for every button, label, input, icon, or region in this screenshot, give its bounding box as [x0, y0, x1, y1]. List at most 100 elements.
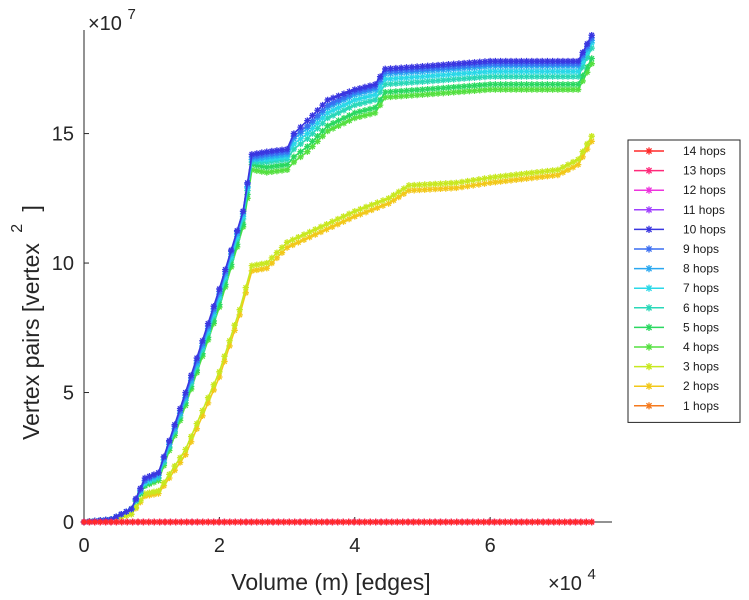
data-point: [268, 259, 276, 267]
data-point: [559, 86, 567, 93]
data-point: [440, 89, 447, 97]
data-point: [476, 69, 483, 76]
data-point: [248, 262, 256, 269]
data-point: [351, 101, 358, 109]
data-point: [544, 81, 551, 88]
data-point: [564, 161, 572, 168]
y-axis-exponent: ×10 7: [88, 6, 136, 35]
data-point: [559, 169, 567, 176]
data-point: [544, 86, 551, 93]
data-point: [486, 81, 494, 88]
data-point: [502, 172, 509, 180]
data-point: [258, 265, 266, 273]
data-point: [397, 87, 405, 95]
data-point: [171, 467, 178, 474]
data-point: [346, 112, 353, 119]
legend-label: 9 hops: [683, 242, 719, 256]
data-point: [345, 215, 353, 223]
data-point: [304, 117, 311, 124]
data-point: [258, 163, 266, 170]
data-point: [442, 185, 449, 192]
data-point: [368, 201, 375, 208]
data-point: [403, 74, 410, 81]
data-point: [236, 306, 243, 313]
data-point: [442, 180, 449, 187]
data-point: [309, 117, 316, 124]
data-point: [426, 518, 433, 526]
data-point: [413, 91, 421, 99]
data-point: [236, 311, 243, 319]
data-point: [579, 49, 586, 56]
data-point: [445, 76, 452, 83]
data-point: [226, 518, 234, 526]
data-point: [549, 73, 556, 80]
series-14-hops: [80, 518, 595, 526]
data-point: [187, 438, 195, 445]
data-point: [481, 81, 489, 88]
data-point: [314, 138, 321, 145]
data-point: [512, 73, 520, 80]
data-point: [564, 73, 572, 80]
data-point: [408, 74, 416, 81]
data-point: [539, 81, 546, 88]
data-point: [413, 78, 421, 86]
data-point: [559, 164, 567, 171]
data-point: [323, 226, 330, 233]
y-axis-label: Vertex pairs [vertex 2 ]: [1, 205, 44, 440]
data-point: [335, 96, 342, 104]
data-point: [554, 73, 562, 80]
data-point: [486, 57, 494, 65]
data-point: [324, 109, 331, 117]
data-point: [204, 320, 212, 327]
data-point: [366, 105, 374, 113]
data-point: [296, 518, 304, 526]
data-point: [471, 87, 478, 94]
data-point: [242, 289, 249, 297]
legend-label: 14 hops: [683, 144, 726, 158]
data-point: [376, 101, 384, 109]
data-point: [233, 227, 241, 234]
data-point: [253, 261, 261, 268]
data-point: [150, 488, 158, 495]
x-axis-exponent: ×10 4: [548, 566, 596, 595]
data-point: [351, 109, 358, 117]
data-point: [523, 170, 530, 177]
data-point: [356, 108, 364, 115]
series-4-hops: [80, 60, 595, 526]
data-point: [297, 148, 304, 155]
data-point: [361, 83, 369, 91]
data-point: [419, 91, 426, 98]
data-point: [340, 518, 347, 526]
legend-entry: 3 hops: [634, 360, 719, 374]
data-point: [476, 58, 483, 66]
legend-entry: 8 hops: [634, 262, 719, 276]
data-point: [424, 73, 431, 80]
data-point: [533, 73, 541, 80]
data-point: [434, 77, 442, 84]
data-point: [259, 518, 266, 526]
legend-label: 10 hops: [683, 222, 726, 236]
data-point: [512, 518, 520, 526]
data-point: [319, 114, 326, 122]
data-point: [440, 76, 447, 84]
data-point: [464, 177, 471, 185]
data-point: [434, 61, 442, 69]
data-point: [317, 228, 325, 236]
data-point: [533, 86, 541, 93]
data-point: [492, 68, 499, 75]
data-point: [486, 73, 494, 80]
data-point: [549, 57, 556, 65]
data-point: [497, 173, 504, 180]
x-tick-label: 6: [485, 535, 496, 557]
x-tick-label: 4: [349, 535, 360, 557]
data-point: [324, 122, 331, 130]
data-point: [518, 170, 525, 178]
data-point: [577, 518, 585, 526]
data-point: [426, 181, 434, 188]
data-point: [388, 518, 396, 526]
data-point: [544, 73, 551, 80]
data-point: [533, 57, 541, 65]
data-point: [442, 518, 450, 526]
data-point: [410, 187, 418, 194]
